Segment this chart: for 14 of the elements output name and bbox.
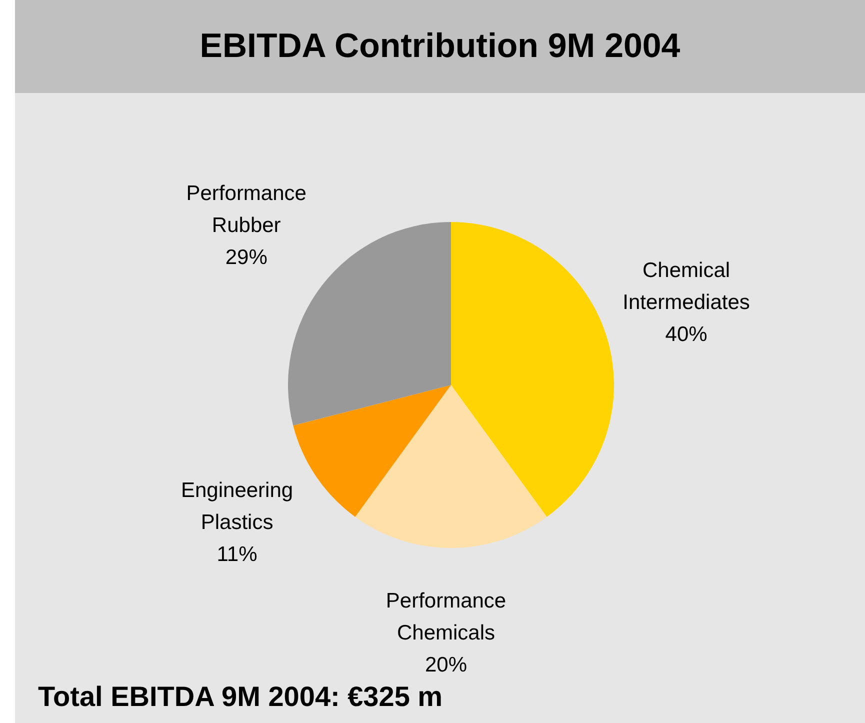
text: Total EBITDA 9M 2004: €325 m [38, 681, 443, 713]
data-label: 20% [424, 653, 468, 676]
slice-label: Performance Rubber [186, 182, 306, 237]
slice-label: Engineering Plastics [180, 478, 294, 534]
slice-label: Performance Chemicals [386, 589, 506, 644]
data-label: 29% [225, 246, 268, 269]
pie-slice [288, 222, 451, 426]
data-label: 40% [665, 322, 708, 346]
slice-label: Chemical Intermediates [622, 258, 750, 314]
data-label: 11% [216, 542, 258, 566]
pie-slice [451, 222, 614, 517]
pie-slice [293, 385, 451, 517]
pie-slice [355, 385, 547, 548]
chart-title: EBITDA Contribution 9M 2004 [15, 0, 865, 93]
